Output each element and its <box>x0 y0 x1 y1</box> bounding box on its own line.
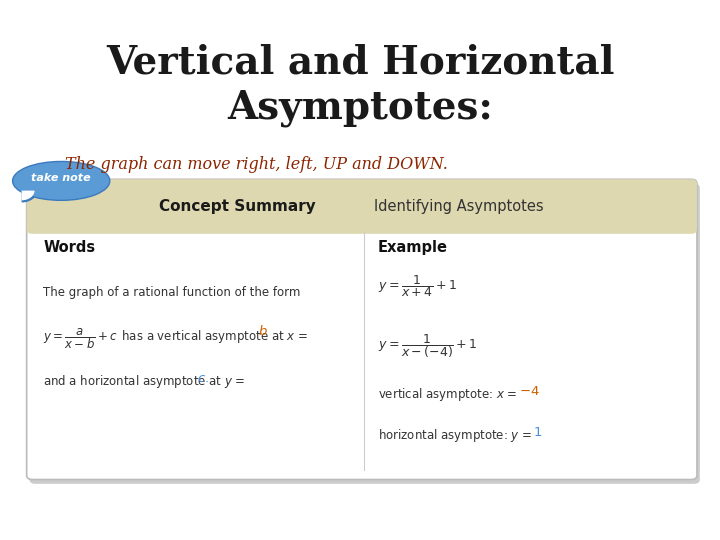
Text: $y = \dfrac{1}{x - (-4)} + 1$: $y = \dfrac{1}{x - (-4)} + 1$ <box>378 332 477 360</box>
Text: Words: Words <box>43 240 95 255</box>
Bar <box>32 204 691 230</box>
Text: $y = \dfrac{1}{x + 4} + 1$: $y = \dfrac{1}{x + 4} + 1$ <box>378 273 457 299</box>
Text: $c.$: $c.$ <box>197 372 209 385</box>
Text: Vertical and Horizontal: Vertical and Horizontal <box>106 43 614 81</box>
Text: vertical asymptote: $x$ =: vertical asymptote: $x$ = <box>378 386 518 403</box>
Wedge shape <box>22 191 35 200</box>
Text: horizontal asymptote: $y$ =: horizontal asymptote: $y$ = <box>378 427 534 443</box>
Text: Concept Summary: Concept Summary <box>159 199 316 214</box>
Ellipse shape <box>13 161 110 200</box>
Wedge shape <box>22 191 37 202</box>
Text: take note: take note <box>32 173 91 183</box>
Text: Example: Example <box>378 240 448 255</box>
Text: $1$: $1$ <box>533 426 542 438</box>
Text: $-4$: $-4$ <box>519 385 540 398</box>
FancyBboxPatch shape <box>30 184 700 484</box>
FancyBboxPatch shape <box>27 179 697 234</box>
Text: The graph can move right, left, UP and DOWN.: The graph can move right, left, UP and D… <box>65 156 448 173</box>
Text: $y = \dfrac{a}{x - b} + c\,$ has a vertical asymptote at $x$ =: $y = \dfrac{a}{x - b} + c\,$ has a verti… <box>43 327 310 352</box>
FancyBboxPatch shape <box>27 179 697 480</box>
Text: and a horizontal asymptote at $y$ =: and a horizontal asymptote at $y$ = <box>43 373 247 389</box>
Text: Identifying Asymptotes: Identifying Asymptotes <box>374 199 544 214</box>
Text: The graph of a rational function of the form: The graph of a rational function of the … <box>43 286 300 299</box>
Text: Asymptotes:: Asymptotes: <box>227 89 493 127</box>
Text: $b$: $b$ <box>258 324 268 338</box>
